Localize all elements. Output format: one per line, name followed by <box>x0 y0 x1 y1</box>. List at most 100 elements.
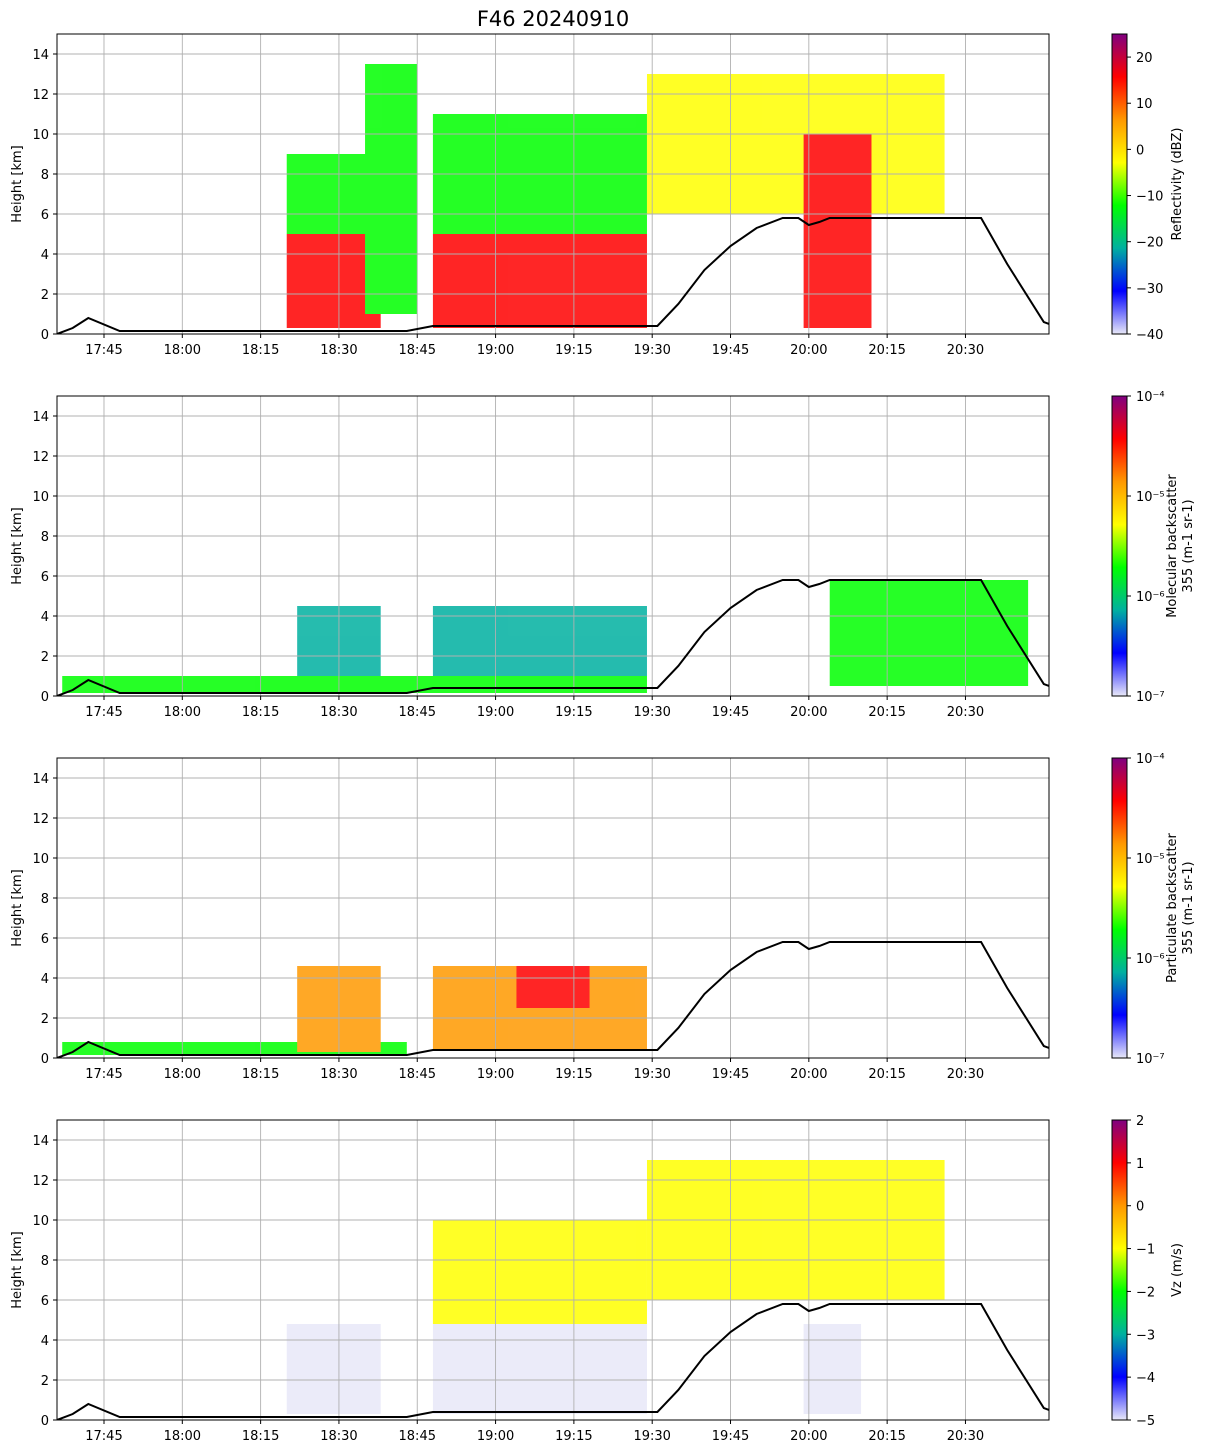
x-tick-label: 19:15 <box>555 343 592 358</box>
y-tick-label: 8 <box>41 892 49 907</box>
echo-patch <box>286 1324 381 1414</box>
x-tick-label: 20:30 <box>947 705 984 720</box>
echo-patch <box>432 1220 647 1324</box>
colorbar <box>1111 757 1128 1059</box>
x-tick-label: 18:45 <box>399 1429 436 1444</box>
flight-altitude-line <box>57 941 1049 1058</box>
echo-patch <box>365 64 418 314</box>
x-tick-label: 18:00 <box>164 1429 201 1444</box>
y-tick-label: 6 <box>41 1294 49 1309</box>
colorbar-label: Vz (m/s) <box>1170 1243 1185 1297</box>
x-tick-label: 20:15 <box>868 343 905 358</box>
gridlines <box>57 34 1049 335</box>
echo-patch <box>803 134 872 328</box>
colorbar-tick-label: 10⁻⁵ <box>1136 852 1165 867</box>
echo-patch <box>803 1324 862 1414</box>
flight-altitude-line <box>57 217 1049 334</box>
y-tick-label: 10 <box>32 852 49 867</box>
colorbar-tick-label: 1 <box>1136 1157 1144 1172</box>
x-tick-label: 20:00 <box>790 705 827 720</box>
echo-patch <box>646 74 945 214</box>
x-tick-label: 20:15 <box>868 1429 905 1444</box>
colorbar-tick-label: 10 <box>1136 97 1153 112</box>
echo-patch <box>62 676 647 693</box>
x-tick-label: 19:15 <box>555 705 592 720</box>
x-tick-label: 18:00 <box>164 1067 201 1082</box>
y-tick-label: 14 <box>32 48 49 63</box>
x-tick-label: 17:45 <box>85 705 122 720</box>
x-tick-label: 19:45 <box>712 1067 749 1082</box>
x-tick-label: 18:15 <box>242 1429 279 1444</box>
y-axis-label: Height [km] <box>10 507 25 584</box>
echo-layer <box>286 64 945 328</box>
axes-frame <box>56 395 1050 697</box>
colorbar-tick-label: −2 <box>1136 1285 1155 1300</box>
echo-patch <box>516 966 590 1008</box>
colorbar-tick-label: 10⁻⁶ <box>1136 590 1165 605</box>
y-tick-label: 4 <box>41 1334 49 1349</box>
echo-patch <box>432 234 647 328</box>
y-axis-label: Height [km] <box>10 1231 25 1308</box>
figure-title: F46 20240910 <box>477 7 629 31</box>
colorbar-tick-label: −40 <box>1136 328 1163 343</box>
y-tick-label: 2 <box>41 650 49 665</box>
x-tick-label: 19:15 <box>555 1429 592 1444</box>
x-tick-label: 20:30 <box>947 343 984 358</box>
colorbar-tick-label: −4 <box>1136 1371 1155 1386</box>
echo-layer <box>62 966 647 1055</box>
colorbar-tick-label: 10⁻⁴ <box>1136 752 1165 767</box>
colorbar-tick-label: −20 <box>1136 236 1163 251</box>
y-tick-label: 10 <box>32 490 49 505</box>
colorbar <box>1111 33 1128 335</box>
y-tick-label: 10 <box>32 1214 49 1229</box>
x-tick-label: 17:45 <box>85 343 122 358</box>
x-tick-label: 20:15 <box>868 1067 905 1082</box>
x-tick-label: 20:00 <box>790 1067 827 1082</box>
x-tick-label: 19:00 <box>477 1067 514 1082</box>
x-tick-label: 19:00 <box>477 705 514 720</box>
colorbar-label: Particulate backscatter355 (m-1 sr-1) <box>1165 832 1196 982</box>
y-tick-label: 0 <box>41 328 49 343</box>
y-tick-label: 4 <box>41 972 49 987</box>
x-tick-label: 19:30 <box>633 1067 670 1082</box>
colorbar-tick-label: −1 <box>1136 1243 1155 1258</box>
y-tick-label: 6 <box>41 208 49 223</box>
colorbar-label: Molecular backscatter355 (m-1 sr-1) <box>1165 474 1196 618</box>
x-tick-label: 18:15 <box>242 343 279 358</box>
x-tick-label: 18:30 <box>320 705 357 720</box>
colorbar-tick-label: 20 <box>1136 51 1153 66</box>
axes-frame <box>56 33 1050 335</box>
colorbar-label: Reflectivity (dBZ) <box>1170 128 1185 241</box>
x-tick-label: 20:30 <box>947 1429 984 1444</box>
x-tick-label: 19:45 <box>712 343 749 358</box>
x-tick-label: 17:45 <box>85 1067 122 1082</box>
x-tick-label: 18:00 <box>164 343 201 358</box>
echo-patch <box>432 606 647 676</box>
x-tick-label: 18:00 <box>164 705 201 720</box>
y-tick-label: 0 <box>41 1052 49 1067</box>
colorbar-tick-label: −5 <box>1136 1414 1155 1429</box>
x-tick-label: 19:30 <box>633 705 670 720</box>
x-tick-label: 18:30 <box>320 343 357 358</box>
x-tick-label: 19:15 <box>555 1067 592 1082</box>
colorbar-tick-label: 0 <box>1136 1200 1144 1215</box>
y-tick-label: 6 <box>41 570 49 585</box>
colorbar-tick-label: 10⁻⁴ <box>1136 390 1165 405</box>
x-tick-label: 19:00 <box>477 1429 514 1444</box>
y-tick-label: 8 <box>41 530 49 545</box>
x-tick-label: 19:30 <box>633 1429 670 1444</box>
x-tick-label: 18:30 <box>320 1067 357 1082</box>
y-tick-label: 12 <box>32 450 49 465</box>
y-tick-label: 2 <box>41 1012 49 1027</box>
x-tick-label: 20:00 <box>790 343 827 358</box>
x-tick-label: 19:45 <box>712 705 749 720</box>
flight-altitude-line <box>57 1303 1049 1420</box>
colorbar-tick-label: 10⁻⁷ <box>1136 690 1165 705</box>
y-axis-label: Height [km] <box>10 145 25 222</box>
panel-2: 0 2 4 6 8 10 12 14 17:45 18:00 18:15 18:30 18:45 19:0… <box>10 390 1196 720</box>
y-axis-label: Height [km] <box>10 869 25 946</box>
x-tick-label: 20:15 <box>868 705 905 720</box>
